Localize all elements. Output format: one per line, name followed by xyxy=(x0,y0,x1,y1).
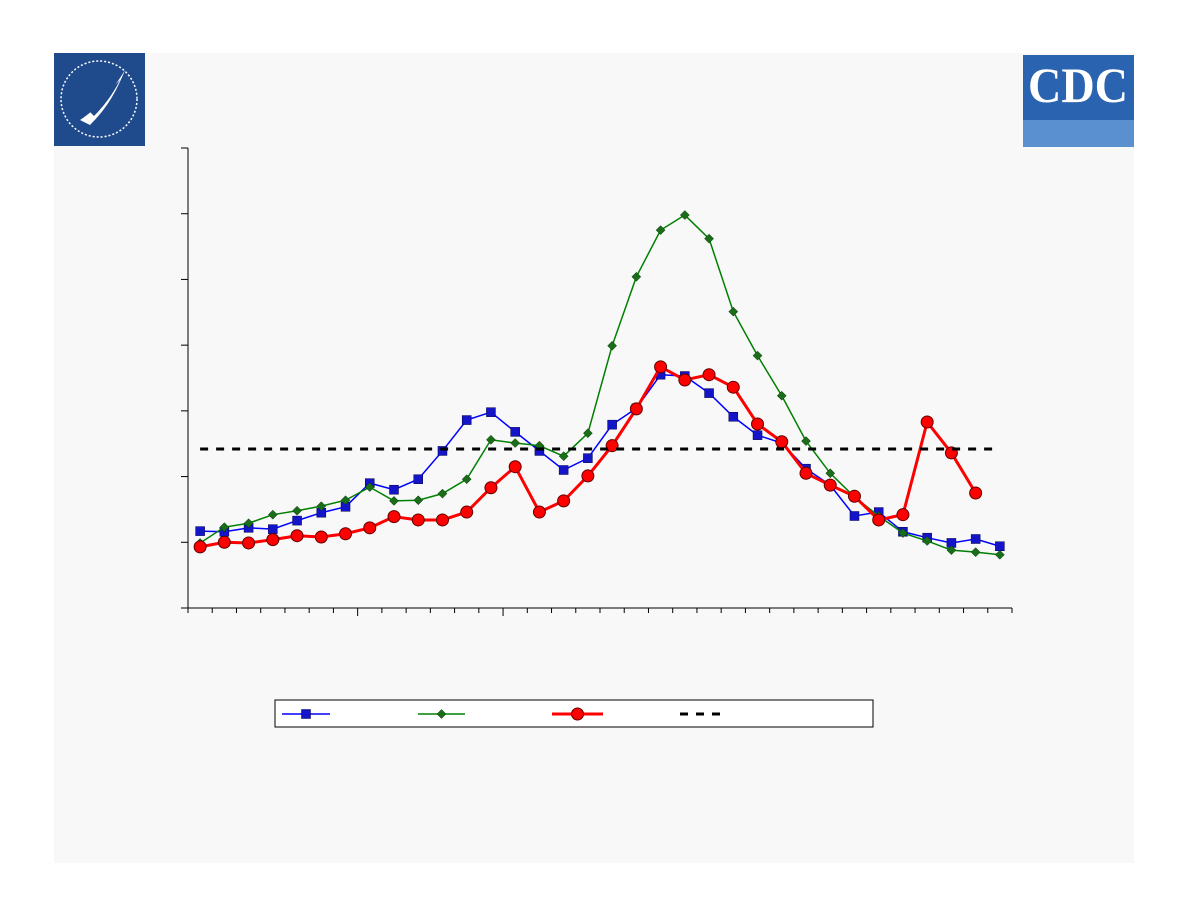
data-point xyxy=(486,434,496,445)
data-point xyxy=(678,373,692,387)
data-point xyxy=(776,390,787,401)
data-point xyxy=(389,484,399,495)
data-point xyxy=(243,518,254,529)
data-point xyxy=(558,465,569,475)
data-point xyxy=(290,529,304,543)
cdc-logo: CDC xyxy=(1023,55,1134,147)
data-point xyxy=(825,468,836,479)
data-point xyxy=(726,380,740,394)
data-point xyxy=(655,225,666,235)
data-point xyxy=(413,474,423,484)
hhs-logo xyxy=(54,53,145,146)
data-point xyxy=(219,522,230,533)
cdc-logo-text: CDC xyxy=(1028,57,1128,113)
data-point xyxy=(266,533,280,547)
data-point xyxy=(242,536,256,550)
data-point xyxy=(898,528,908,538)
data-point xyxy=(654,360,668,374)
data-point xyxy=(970,534,981,544)
data-point xyxy=(946,545,957,556)
data-point xyxy=(995,541,1005,551)
data-point xyxy=(532,505,546,519)
legend-marker xyxy=(436,709,447,719)
data-point xyxy=(389,496,399,506)
data-point xyxy=(922,536,933,546)
data-point xyxy=(847,489,861,503)
data-point xyxy=(510,438,521,448)
data-point xyxy=(437,446,448,456)
data-point xyxy=(486,407,496,417)
data-point xyxy=(292,505,302,516)
data-point xyxy=(702,368,716,382)
data-point xyxy=(823,478,837,492)
data-point xyxy=(605,439,619,453)
data-point xyxy=(461,415,472,425)
data-point xyxy=(969,486,983,500)
data-point xyxy=(435,513,449,527)
data-point xyxy=(704,388,714,398)
data-point xyxy=(557,494,571,508)
data-point xyxy=(508,460,522,474)
data-point xyxy=(752,350,763,361)
data-point xyxy=(799,466,813,480)
data-point xyxy=(339,527,353,541)
data-point xyxy=(607,419,617,430)
data-point xyxy=(801,436,811,446)
data-point xyxy=(970,547,981,557)
data-point xyxy=(437,488,448,499)
data-point xyxy=(193,540,207,554)
data-point xyxy=(775,435,789,449)
data-point xyxy=(704,233,714,244)
data-point xyxy=(631,271,642,282)
data-point xyxy=(920,415,934,429)
data-point xyxy=(195,526,205,536)
data-point xyxy=(728,412,739,422)
data-point xyxy=(314,530,328,544)
data-point xyxy=(217,535,231,549)
data-point xyxy=(364,482,375,492)
series-line xyxy=(200,373,1001,547)
data-point xyxy=(896,508,910,522)
data-point xyxy=(629,402,643,416)
data-point xyxy=(679,210,690,220)
data-point xyxy=(484,481,498,495)
data-point xyxy=(267,509,278,520)
data-point xyxy=(510,427,520,437)
data-point xyxy=(872,513,886,527)
data-point xyxy=(583,428,593,439)
data-point xyxy=(558,451,569,462)
data-point xyxy=(583,453,593,463)
data-point xyxy=(340,495,351,506)
data-point xyxy=(460,505,474,519)
data-point xyxy=(363,521,377,535)
data-point xyxy=(581,469,595,483)
data-point xyxy=(316,501,327,511)
legend-marker xyxy=(301,709,311,719)
data-point xyxy=(292,515,302,526)
data-point xyxy=(728,306,739,317)
data-point xyxy=(461,474,472,485)
data-point xyxy=(752,430,763,440)
data-point xyxy=(411,513,425,527)
legend-marker xyxy=(571,707,584,721)
data-point xyxy=(413,495,424,506)
data-point xyxy=(751,417,765,431)
data-point xyxy=(268,524,278,534)
data-point xyxy=(607,340,617,351)
data-point xyxy=(387,510,401,524)
slide xyxy=(54,53,1134,863)
data-point xyxy=(849,511,860,521)
data-point xyxy=(995,549,1005,560)
